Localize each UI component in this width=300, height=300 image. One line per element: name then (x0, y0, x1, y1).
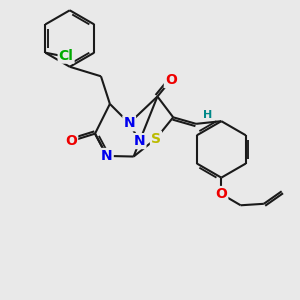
Text: N: N (123, 116, 135, 130)
Text: O: O (215, 187, 227, 201)
Text: O: O (65, 134, 77, 148)
Text: Cl: Cl (59, 49, 74, 63)
Text: N: N (101, 149, 113, 163)
Text: N: N (134, 134, 146, 148)
Text: S: S (151, 132, 161, 146)
Text: H: H (203, 110, 212, 120)
Text: O: O (165, 73, 177, 87)
